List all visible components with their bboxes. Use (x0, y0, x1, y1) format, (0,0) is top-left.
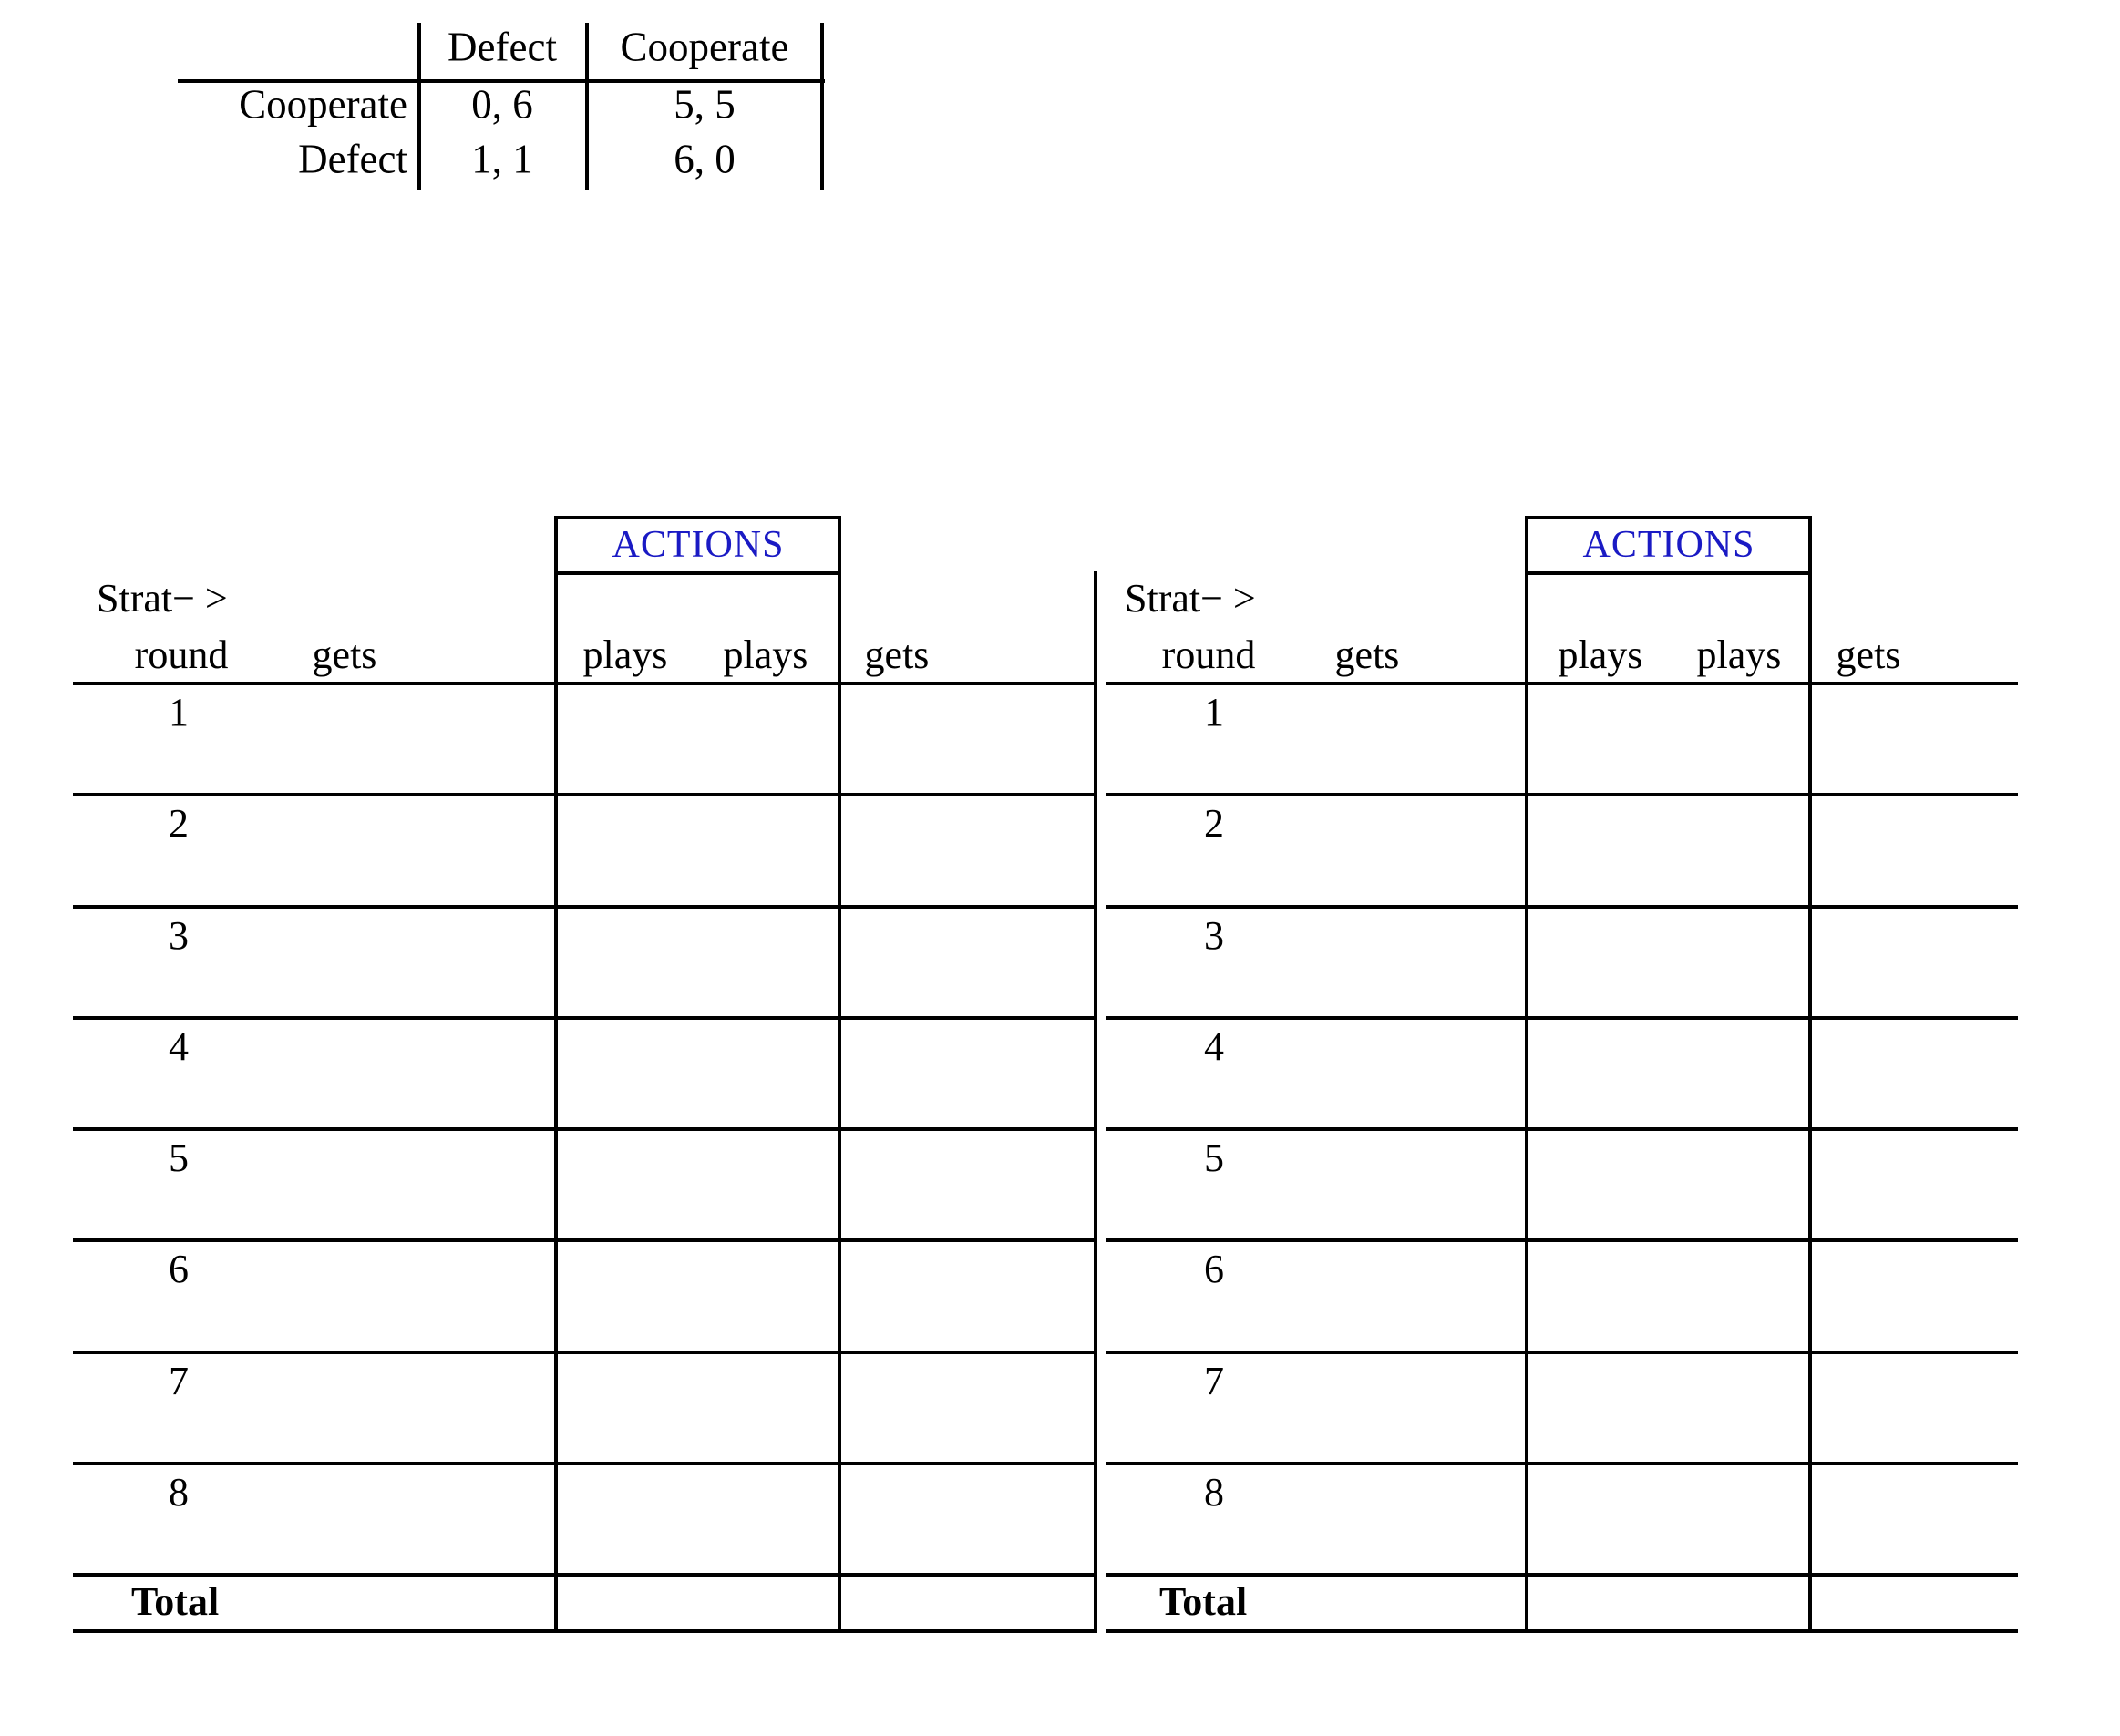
matrix-cell: 1, 1 (471, 136, 533, 182)
round-number: 4 (1204, 1024, 1224, 1069)
table-vline-actions-right (1808, 516, 1812, 1633)
strat-label: Strat− > (1125, 576, 1256, 621)
table-vline-actions-right (838, 516, 841, 1633)
matrix-row-label: Defect (298, 136, 407, 182)
matrix-vline (417, 23, 421, 190)
table-hline (73, 1573, 1097, 1577)
round-number: 6 (1204, 1247, 1224, 1291)
round-number: 8 (1204, 1470, 1224, 1515)
table-vline-actions-left (554, 516, 558, 1633)
actions-box-top-line (554, 516, 840, 519)
matrix-vline (820, 23, 824, 190)
round-number: 6 (169, 1247, 189, 1291)
table-hline (1106, 1351, 2018, 1354)
col-header-gets-actions: gets (1836, 632, 1901, 677)
round-number: 8 (169, 1470, 189, 1515)
matrix-col-header: Defect (448, 24, 557, 70)
table-hline-bottom (73, 1629, 1097, 1633)
matrix-cell: 5, 5 (674, 81, 736, 128)
actions-header: ACTIONS (1582, 524, 1755, 566)
actions-box-bottom-line (1525, 571, 1811, 575)
table-hline (73, 682, 1097, 685)
round-number: 1 (1204, 690, 1224, 734)
round-number: 3 (1204, 913, 1224, 958)
total-label: Total (131, 1579, 220, 1624)
round-number: 2 (1204, 801, 1224, 846)
table-hline (1106, 793, 2018, 796)
table-hline (1106, 1238, 2018, 1242)
round-number: 7 (169, 1359, 189, 1403)
table-hline (1106, 1127, 2018, 1131)
table-vline-right-edge (1094, 571, 1097, 1633)
round-number: 5 (1204, 1135, 1224, 1180)
table-hline (73, 1127, 1097, 1131)
table-hline (1106, 1462, 2018, 1465)
matrix-vline (585, 23, 589, 190)
table-hline (73, 793, 1097, 796)
col-header-plays-1: plays (582, 632, 668, 677)
table-hline (73, 1351, 1097, 1354)
table-hline (1106, 905, 2018, 909)
round-number: 7 (1204, 1359, 1224, 1403)
col-header-plays-2: plays (1696, 632, 1782, 677)
col-header-round: round (1161, 632, 1256, 677)
table-hline (73, 1462, 1097, 1465)
total-label: Total (1159, 1579, 1248, 1624)
table-hline (1106, 1016, 2018, 1020)
matrix-cell: 6, 0 (674, 136, 736, 182)
round-number: 2 (169, 801, 189, 846)
table-hline (73, 1016, 1097, 1020)
table-hline (73, 905, 1097, 909)
actions-header: ACTIONS (612, 524, 785, 566)
round-number: 1 (169, 690, 189, 734)
matrix-col-header: Cooperate (620, 24, 789, 70)
round-number: 5 (169, 1135, 189, 1180)
col-header-plays-1: plays (1558, 632, 1643, 677)
col-header-gets-strat: gets (312, 632, 377, 677)
col-header-gets-actions: gets (864, 632, 930, 677)
matrix-row-label: Cooperate (239, 81, 407, 128)
table-hline (1106, 1573, 2018, 1577)
table-vline-actions-left (1525, 516, 1528, 1633)
strat-label: Strat− > (97, 576, 228, 621)
table-hline (1106, 682, 2018, 685)
round-number: 4 (169, 1024, 189, 1069)
matrix-cell: 0, 6 (471, 81, 533, 128)
matrix-header-rule (178, 79, 825, 83)
col-header-gets-strat: gets (1334, 632, 1400, 677)
actions-box-top-line (1525, 516, 1811, 519)
table-hline (73, 1238, 1097, 1242)
round-number: 3 (169, 913, 189, 958)
col-header-plays-2: plays (723, 632, 808, 677)
table-hline-bottom (1106, 1629, 2018, 1633)
actions-box-bottom-line (554, 571, 840, 575)
col-header-round: round (134, 632, 229, 677)
